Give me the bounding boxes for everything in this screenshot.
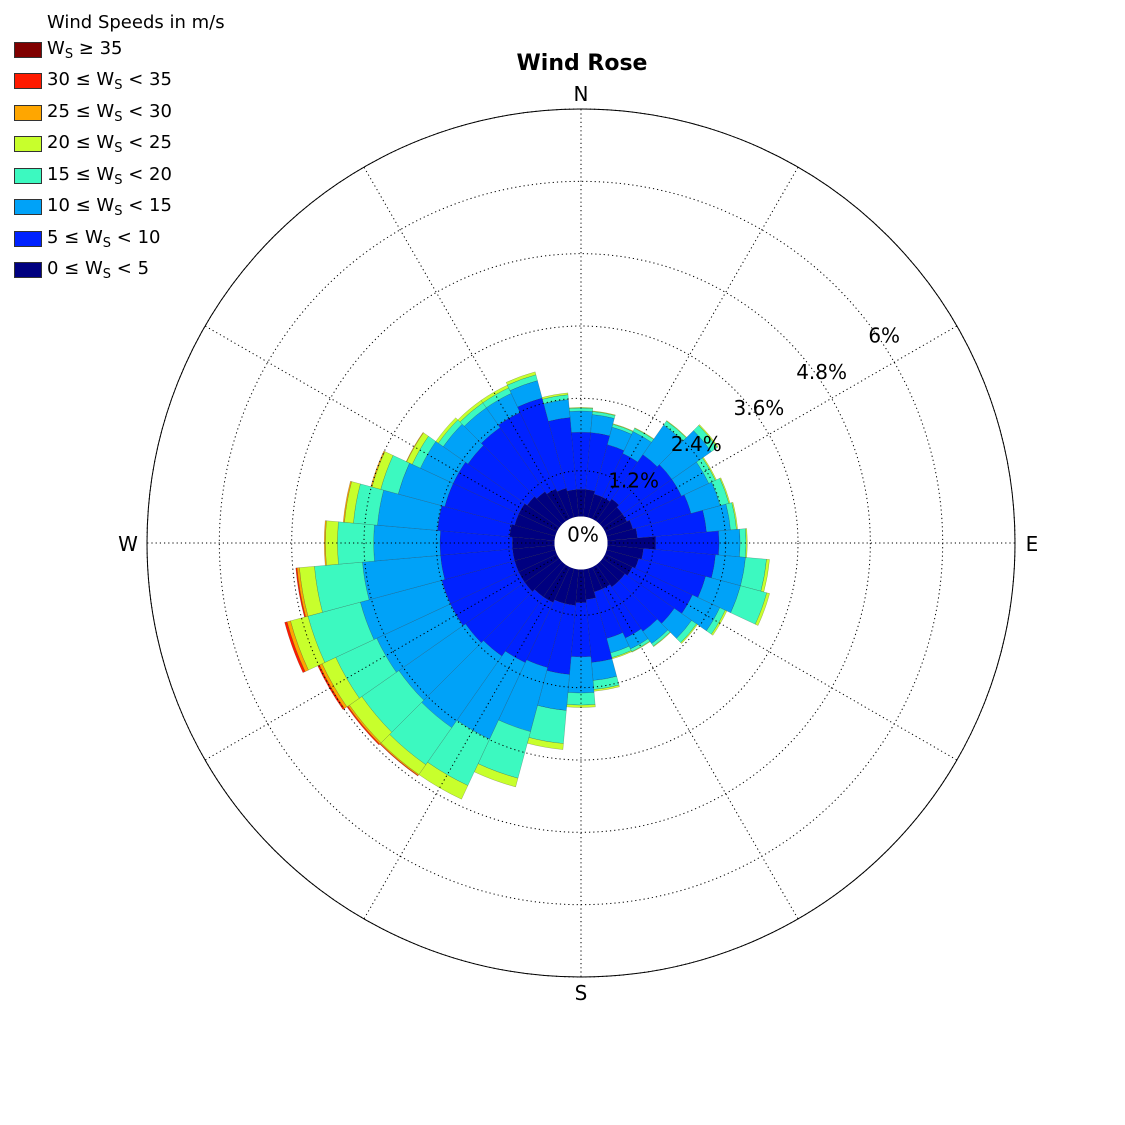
sectors-layer (284, 371, 770, 800)
sector-28-bin-5 (342, 480, 352, 523)
legend-swatch (14, 41, 42, 58)
grid-circle-3 (363, 325, 799, 761)
legend-label: 20 ≤ WS < 25 (47, 132, 172, 157)
sector-27-bin-5 (324, 520, 327, 566)
sector-15-bin-4 (631, 640, 651, 653)
grid-spoke-60 (580, 325, 958, 544)
legend-items: WS ≥ 35 30 ≤ WS < 35 25 ≤ WS < 30 20 ≤ WS <… (14, 34, 225, 286)
sector-26-bin-6 (295, 567, 306, 618)
sector-10-bin-4 (760, 559, 770, 593)
legend-label: 5 ≤ WS < 10 (47, 226, 161, 251)
legend-item: 15 ≤ WS < 20 (14, 160, 225, 192)
legend-label: 10 ≤ WS < 15 (47, 195, 172, 220)
legend-swatch (14, 167, 42, 184)
sector-17-bin-4 (593, 684, 620, 692)
legend-swatch (14, 73, 42, 90)
sector-5-bin-4 (698, 424, 719, 448)
legend-swatch (14, 104, 42, 121)
grid-spoke-330 (363, 166, 582, 544)
sector-34-bin-4 (505, 371, 537, 386)
sector-31-bin-4 (435, 417, 459, 444)
sector-2-bin-4 (612, 423, 634, 432)
grid-spoke-30 (580, 166, 799, 544)
legend-item: 5 ≤ WS < 10 (14, 223, 225, 255)
sector-29-bin-5 (370, 450, 386, 488)
radial-tick-label-5: 6% (868, 324, 900, 348)
sector-12-bin-4 (711, 609, 728, 636)
radial-tick-label-2: 2.4% (671, 432, 722, 456)
legend-item: 0 ≤ WS < 5 (14, 255, 225, 287)
legend-item: WS ≥ 35 (14, 34, 225, 66)
radial-tick-label-1: 1.2% (608, 468, 659, 492)
legend-label: 15 ≤ WS < 20 (47, 163, 172, 188)
legend-item: 10 ≤ WS < 15 (14, 192, 225, 224)
sector-14-bin-4 (652, 631, 671, 647)
sector-27-bin-2 (373, 524, 441, 562)
sector-1-bin-4 (592, 410, 616, 416)
grid-spoke-150 (580, 542, 799, 920)
legend-label: WS ≥ 35 (47, 37, 123, 62)
sector-6-bin-4 (702, 456, 717, 481)
legend-swatch (14, 136, 42, 153)
legend-swatch (14, 262, 42, 279)
sector-35-bin-4 (541, 392, 569, 400)
chart-title: Wind Rose (517, 51, 648, 76)
legend-item: 25 ≤ WS < 30 (14, 97, 225, 129)
sector-30-bin-5 (405, 432, 424, 463)
direction-label-north: N (574, 82, 589, 106)
sector-18-bin-4 (566, 704, 596, 708)
grid-spoke-210 (363, 542, 582, 920)
direction-label-east: E (1026, 532, 1039, 556)
grid-circle-4 (291, 253, 871, 833)
sector-4-bin-4 (666, 420, 687, 439)
legend-item: 30 ≤ WS < 35 (14, 66, 225, 98)
grid-circle-2 (435, 397, 727, 689)
sector-27-bin-3 (337, 521, 375, 565)
radial-tick-labels: 0% 1.2% 2.4% 3.6% 4.8% 6% (567, 324, 900, 547)
sector-11-bin-4 (755, 592, 770, 626)
direction-label-west: W (118, 532, 138, 556)
legend-label: 25 ≤ WS < 30 (47, 100, 172, 125)
radial-tick-label-4: 4.8% (796, 360, 847, 384)
legend: Wind Speeds in m/s WS ≥ 35 30 ≤ WS < 35 25… (14, 12, 225, 286)
legend-label: 30 ≤ WS < 35 (47, 69, 172, 94)
legend-swatch (14, 199, 42, 216)
direction-label-south: S (575, 981, 588, 1005)
grid-spoke-300 (204, 325, 582, 544)
outer-ring (146, 108, 1016, 978)
legend-label: 0 ≤ WS < 5 (47, 258, 150, 283)
legend-title: Wind Speeds in m/s (47, 12, 225, 33)
sector-25-bin-6 (284, 621, 306, 673)
grid-spoke-240 (204, 542, 582, 761)
legend-item: 20 ≤ WS < 25 (14, 129, 225, 161)
radial-tick-label-0: 0% (567, 523, 599, 547)
legend-swatch (14, 230, 42, 247)
grid-spoke-120 (580, 542, 958, 761)
radial-tick-label-3: 3.6% (733, 396, 784, 420)
center-hole (554, 516, 608, 570)
sector-13-bin-4 (680, 623, 698, 644)
